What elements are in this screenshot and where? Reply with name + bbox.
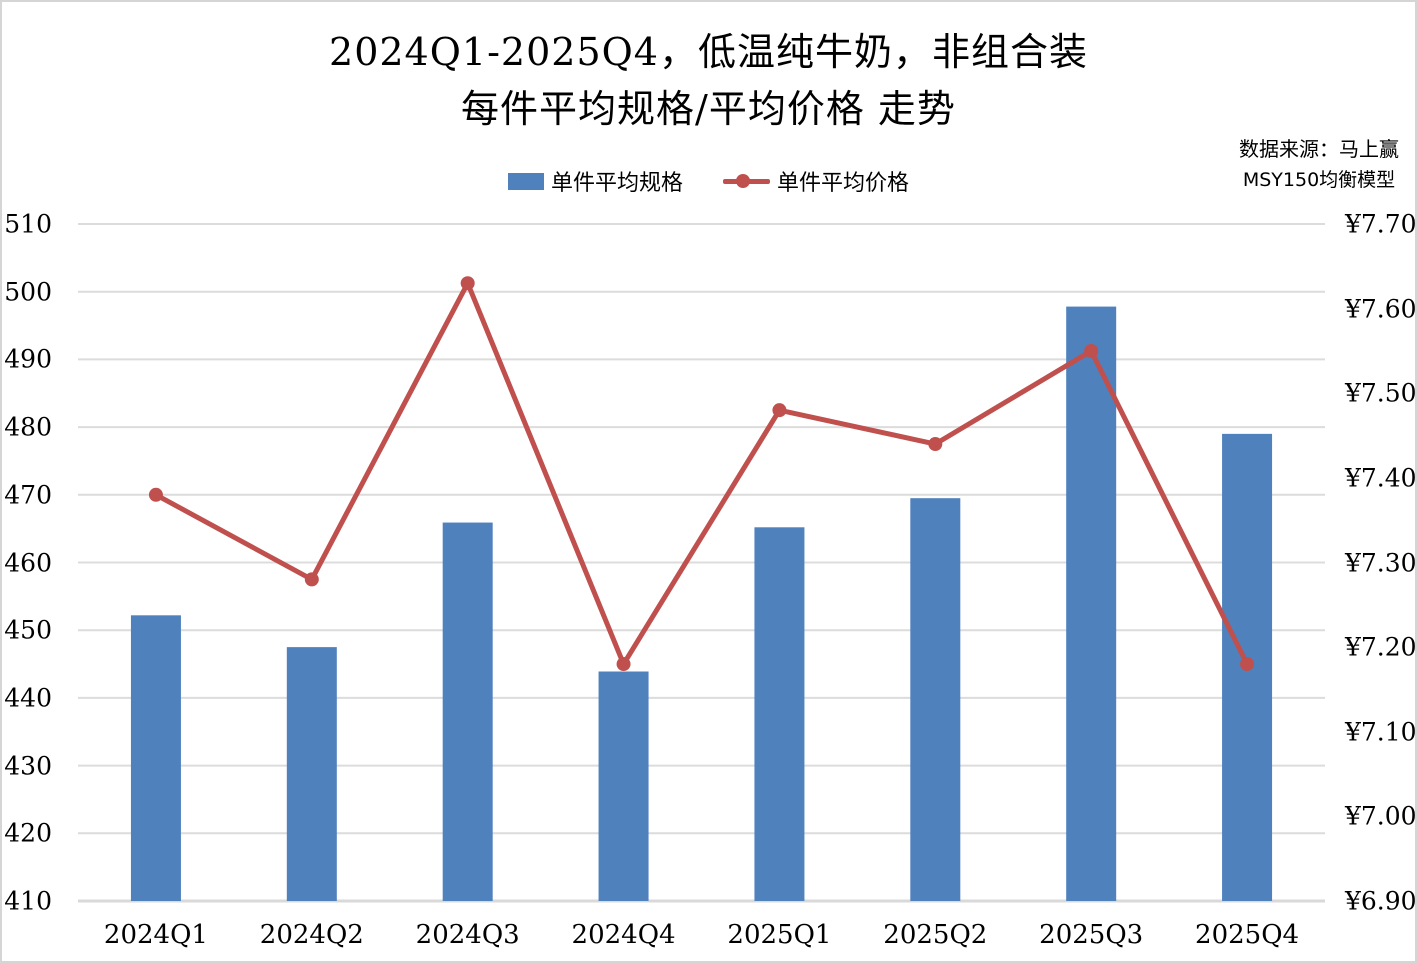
- price-line: [153, 280, 1250, 667]
- bar-series-swatch-icon: [507, 172, 544, 190]
- left-axis-tick-490: 490: [4, 344, 52, 374]
- left-axis-tick-430: 430: [4, 751, 52, 781]
- x-axis-label-2025Q3: 2025Q3: [1039, 920, 1144, 950]
- x-axis-label-2025Q4: 2025Q4: [1195, 920, 1300, 950]
- data-source-model: MSY150均衡模型: [1242, 169, 1396, 191]
- left-axis-tick-500: 500: [4, 277, 52, 307]
- bar-2024Q3: [442, 522, 493, 901]
- right-axis-tick-6: ¥7.50: [1345, 378, 1417, 408]
- price-point-2024Q1: [148, 487, 163, 502]
- x-axis-label-2025Q1: 2025Q1: [727, 920, 832, 950]
- x-axis-label-2024Q3: 2024Q3: [415, 920, 520, 950]
- price-point-2025Q4: [1240, 657, 1255, 672]
- right-axis-tick-4: ¥7.30: [1345, 548, 1417, 577]
- bar-2024Q1: [130, 615, 181, 901]
- bar-2024Q4: [598, 671, 649, 901]
- legend: 单件平均规格 单件平均价格: [2, 165, 1415, 197]
- x-axis-label-2024Q2: 2024Q2: [259, 920, 364, 950]
- chart-title: 2024Q1-2025Q4，低温纯牛奶，非组合装 每件平均规格/平均价格 走势: [2, 24, 1415, 138]
- legend-label-price: 单件平均价格: [777, 171, 910, 196]
- data-source-provider: 数据来源：马上赢: [1239, 137, 1399, 161]
- price-point-2024Q2: [304, 572, 319, 587]
- line-series-marker-icon: [723, 174, 770, 188]
- data-source: 数据来源：马上赢 MSY150均衡模型: [1239, 134, 1399, 196]
- price-point-2024Q4: [616, 657, 631, 672]
- left-axis-tick-440: 440: [4, 683, 52, 713]
- legend-item-spec: 单件平均规格: [507, 165, 683, 197]
- left-axis-tick-410: 410: [4, 886, 52, 916]
- right-axis-tick-3: ¥7.20: [1345, 632, 1417, 662]
- price-point-2025Q2: [928, 437, 943, 452]
- legend-item-price: 单件平均价格: [723, 165, 909, 197]
- price-point-2025Q1: [772, 403, 787, 418]
- right-axis-tick-5: ¥7.40: [1345, 463, 1417, 493]
- chart-title-line2: 每件平均规格/平均价格 走势: [461, 87, 956, 131]
- left-axis-tick-470: 470: [4, 480, 52, 510]
- bar-2025Q3: [1066, 306, 1117, 901]
- bar-2024Q2: [286, 647, 337, 901]
- chart-title-line1: 2024Q1-2025Q4，低温纯牛奶，非组合装: [329, 30, 1088, 74]
- right-axis-tick-2: ¥7.10: [1345, 717, 1417, 747]
- left-axis-tick-480: 480: [4, 412, 52, 442]
- left-axis-tick-510: 510: [4, 209, 52, 239]
- right-axis-tick-7: ¥7.60: [1345, 294, 1417, 324]
- bar-2025Q1: [754, 527, 805, 901]
- right-axis-tick-0: ¥6.90: [1345, 886, 1417, 916]
- left-axis-tick-450: 450: [4, 615, 52, 645]
- left-axis-tick-420: 420: [4, 818, 52, 848]
- right-axis-tick-1: ¥7.00: [1345, 801, 1417, 831]
- left-axis-tick-460: 460: [4, 548, 52, 577]
- x-axis-label-2024Q4: 2024Q4: [571, 920, 676, 950]
- price-point-2024Q3: [460, 276, 475, 291]
- right-axis-tick-8: ¥7.70: [1345, 209, 1417, 239]
- x-axis-label-2025Q2: 2025Q2: [883, 920, 988, 950]
- line-marker-dot: [736, 174, 750, 188]
- bar-2025Q2: [910, 498, 961, 901]
- price-point-2025Q3: [1084, 343, 1099, 358]
- x-axis-label-2024Q1: 2024Q1: [103, 920, 208, 950]
- legend-label-spec: 单件平均规格: [550, 171, 683, 196]
